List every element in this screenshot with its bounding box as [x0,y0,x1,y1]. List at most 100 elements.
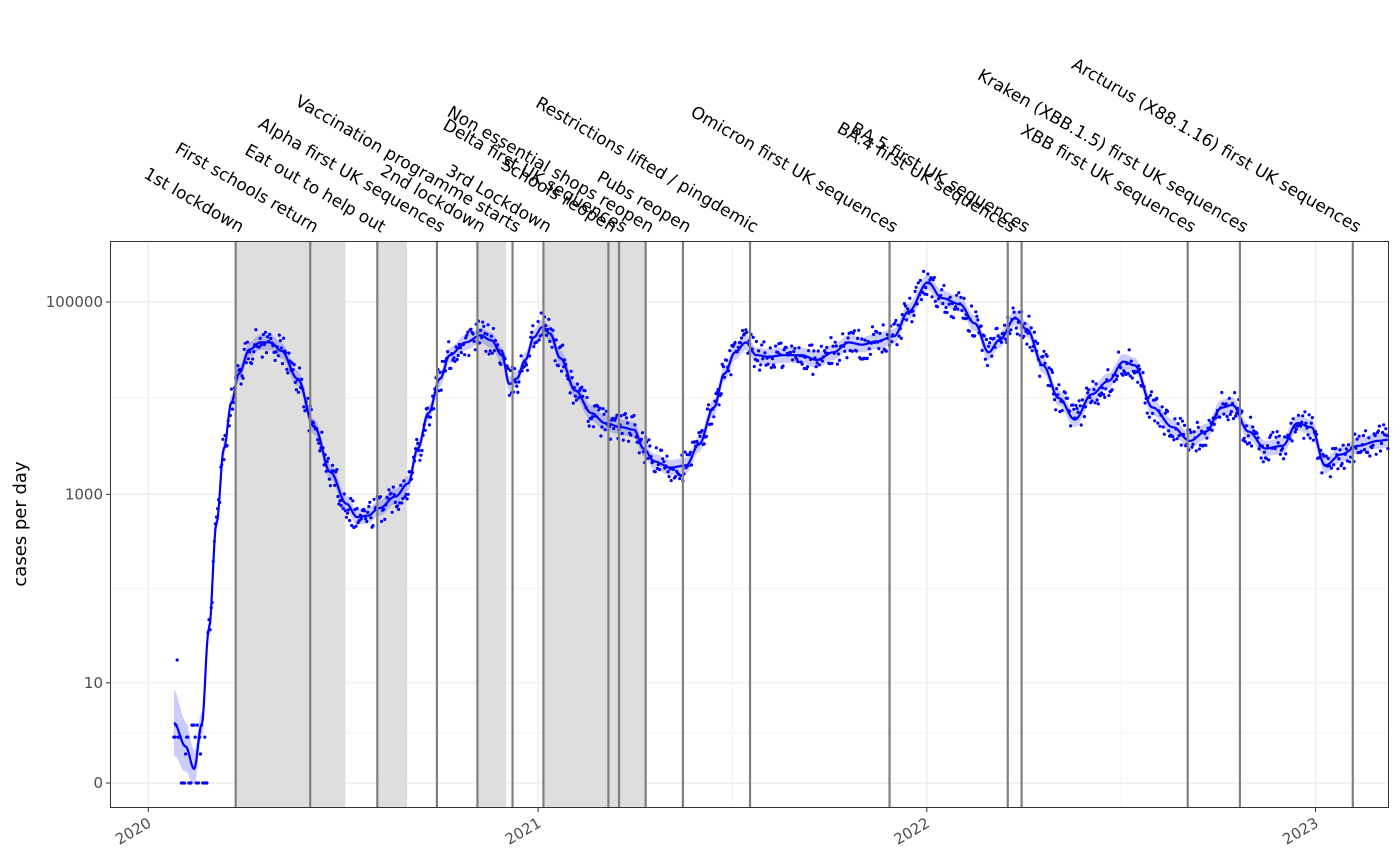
daily-point [515,384,519,388]
event-lines-layer [234,241,1354,808]
daily-point [1189,430,1193,435]
daily-point [797,346,801,350]
daily-point [1348,460,1352,464]
daily-point [890,340,894,344]
daily-point [1289,421,1293,425]
daily-point [1222,412,1226,416]
daily-point [1129,359,1133,363]
daily-point [906,307,910,311]
daily-point [1255,431,1259,435]
daily-point [1337,457,1341,461]
daily-point [894,318,898,323]
daily-point [519,354,523,358]
daily-point [1027,314,1031,318]
daily-point [263,330,268,334]
daily-point [277,333,281,337]
daily-point [1009,328,1013,332]
daily-point [914,285,918,289]
daily-point [359,517,363,521]
lockdown-band [477,241,507,808]
daily-point [1060,408,1064,413]
daily-point [341,507,345,511]
daily-point [1171,434,1175,439]
daily-point [637,451,641,455]
daily-point [1357,434,1361,438]
daily-point [982,334,986,338]
daily-point [389,491,393,495]
daily-point [1177,434,1181,438]
daily-point [369,516,373,520]
daily-point [662,460,666,464]
daily-point [577,396,581,400]
daily-point [666,470,670,474]
daily-point [884,349,888,353]
daily-point [306,396,310,400]
daily-point [1195,420,1199,424]
daily-point [988,341,992,345]
daily-point [945,310,949,315]
daily-point [282,336,286,340]
daily-point [507,393,511,397]
daily-point [902,302,907,306]
daily-point [1107,394,1111,398]
daily-point [485,332,489,336]
daily-point [1371,443,1375,447]
daily-point [175,658,179,662]
daily-point [278,339,282,343]
daily-point [583,389,587,393]
daily-point [983,357,988,361]
daily-point [465,333,469,337]
daily-point [300,377,304,381]
daily-point [812,349,816,353]
daily-point [544,323,548,328]
lockdown-band [543,241,646,808]
daily-point [481,320,485,324]
daily-point [261,332,265,337]
daily-point [508,368,512,373]
daily-point [897,334,901,338]
daily-point [203,735,207,739]
daily-point [266,335,270,339]
daily-point [420,448,424,453]
daily-point [629,433,633,437]
daily-point [1176,422,1180,426]
daily-point [854,349,859,353]
daily-point [863,338,867,342]
daily-point [1050,370,1055,374]
daily-point [1004,337,1008,341]
daily-point [345,511,350,515]
daily-point [239,382,243,386]
daily-point [957,291,961,295]
daily-point [788,350,793,355]
daily-point [573,394,578,398]
daily-point [810,343,814,347]
daily-point [317,441,321,445]
daily-point [1228,412,1232,416]
daily-point [1210,428,1214,432]
daily-point [364,517,368,521]
daily-point [1384,427,1388,431]
daily-point [449,366,453,370]
daily-point [1282,457,1286,461]
daily-point [975,314,979,318]
daily-point [1076,410,1080,414]
daily-point [955,293,959,297]
daily-point [706,403,711,407]
daily-point [632,413,636,418]
daily-point [492,349,496,353]
daily-point [491,326,495,331]
daily-point [532,345,536,349]
daily-point [1141,371,1145,375]
daily-point [344,515,348,519]
daily-point [1268,435,1272,440]
daily-point [781,364,785,368]
daily-point [960,308,964,313]
daily-point [841,332,845,336]
daily-point [792,349,796,354]
daily-point [752,364,756,369]
daily-point [1082,415,1086,419]
daily-point [452,356,456,360]
daily-point [633,423,637,427]
daily-point [746,351,750,355]
daily-point [343,509,347,513]
